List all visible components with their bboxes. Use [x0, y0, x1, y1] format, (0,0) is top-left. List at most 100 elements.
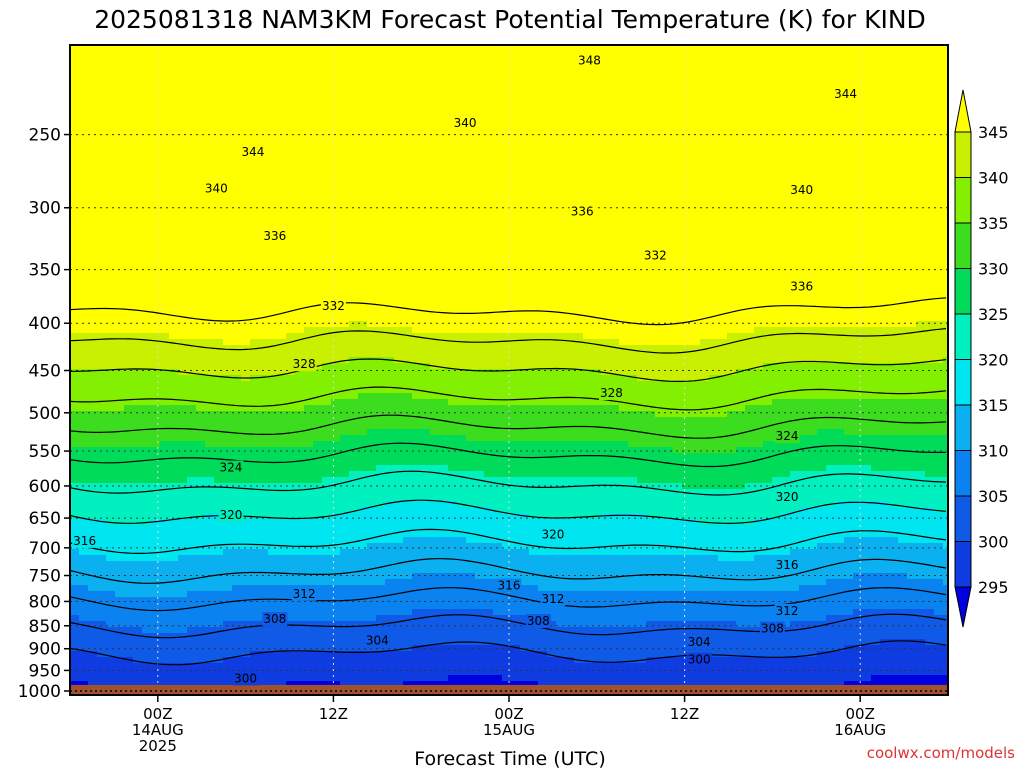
heatmap-cell — [232, 183, 242, 190]
heatmap-cell — [412, 633, 422, 640]
heatmap-cell — [178, 105, 188, 112]
heatmap-cell — [304, 261, 314, 268]
heatmap-cell — [97, 507, 107, 514]
heatmap-cell — [286, 255, 296, 262]
heatmap-cell — [160, 75, 170, 82]
heatmap-cell — [79, 513, 89, 520]
heatmap-cell — [385, 537, 395, 544]
heatmap-cell — [340, 93, 350, 100]
heatmap-cell — [169, 447, 179, 454]
heatmap-cell — [358, 219, 368, 226]
heatmap-cell — [358, 447, 368, 454]
heatmap-cell — [475, 399, 485, 406]
heatmap-cell — [151, 525, 161, 532]
heatmap-cell — [439, 531, 449, 538]
heatmap-cell — [88, 309, 98, 316]
heatmap-cell — [178, 453, 188, 460]
heatmap-cell — [97, 123, 107, 130]
heatmap-cell — [241, 471, 251, 478]
heatmap-cell — [385, 363, 395, 370]
heatmap-cell — [124, 387, 134, 394]
heatmap-cell — [394, 123, 404, 130]
heatmap-cell — [277, 519, 287, 526]
heatmap-cell — [358, 291, 368, 298]
heatmap-cell — [295, 219, 305, 226]
heatmap-cell — [394, 369, 404, 376]
heatmap-cell — [88, 327, 98, 334]
heatmap-cell — [223, 657, 233, 664]
heatmap-cell — [358, 471, 368, 478]
heatmap-cell — [295, 567, 305, 574]
heatmap-cell — [421, 339, 431, 346]
heatmap-cell — [88, 135, 98, 142]
heatmap-cell — [385, 639, 395, 646]
heatmap-cell — [475, 411, 485, 418]
heatmap-cell — [385, 675, 395, 682]
heatmap-cell — [187, 663, 197, 670]
heatmap-cell — [475, 261, 485, 268]
heatmap-cell — [241, 435, 251, 442]
heatmap-cell — [133, 441, 143, 448]
heatmap-cell — [169, 123, 179, 130]
heatmap-cell — [70, 519, 80, 526]
heatmap-cell — [169, 309, 179, 316]
heatmap-cell — [394, 405, 404, 412]
heatmap-cell — [340, 663, 350, 670]
heatmap-cell — [349, 255, 359, 262]
heatmap-cell — [313, 507, 323, 514]
heatmap-cell — [304, 519, 314, 526]
heatmap-cell — [286, 525, 296, 532]
heatmap-cell — [124, 435, 134, 442]
heatmap-cell — [277, 339, 287, 346]
heatmap-cell — [160, 291, 170, 298]
heatmap-cell — [106, 627, 116, 634]
heatmap-cell — [115, 465, 125, 472]
heatmap-cell — [457, 309, 467, 316]
heatmap-cell — [313, 447, 323, 454]
heatmap-cell — [385, 477, 395, 484]
heatmap-cell — [421, 555, 431, 562]
heatmap-cell — [466, 579, 476, 586]
heatmap-cell — [448, 417, 458, 424]
heatmap-cell — [196, 483, 206, 490]
heatmap-cell — [439, 591, 449, 598]
heatmap-cell — [457, 99, 467, 106]
heatmap-cell — [421, 495, 431, 502]
heatmap-cell — [178, 495, 188, 502]
heatmap-cell — [376, 351, 386, 358]
heatmap-cell — [439, 513, 449, 520]
heatmap-cell — [133, 429, 143, 436]
heatmap-cell — [376, 525, 386, 532]
heatmap-cell — [286, 465, 296, 472]
heatmap-cell — [412, 435, 422, 442]
heatmap-cell — [304, 435, 314, 442]
heatmap-cell — [268, 159, 278, 166]
heatmap-cell — [457, 135, 467, 142]
heatmap-cell — [124, 153, 134, 160]
heatmap-cell — [367, 51, 377, 58]
heatmap-cell — [178, 267, 188, 274]
heatmap-cell — [286, 75, 296, 82]
heatmap-cell — [430, 345, 440, 352]
heatmap-cell — [277, 69, 287, 76]
heatmap-cell — [394, 567, 404, 574]
heatmap-cell — [160, 141, 170, 148]
heatmap-cell — [322, 591, 332, 598]
heatmap-cell — [205, 213, 215, 220]
heatmap-cell — [403, 63, 413, 70]
heatmap-cell — [160, 561, 170, 568]
heatmap-cell — [160, 423, 170, 430]
heatmap-cell — [385, 261, 395, 268]
heatmap-cell — [259, 315, 269, 322]
heatmap-cell — [412, 357, 422, 364]
heatmap-cell — [295, 471, 305, 478]
heatmap-cell — [376, 507, 386, 514]
heatmap-cell — [304, 537, 314, 544]
heatmap-cell — [259, 327, 269, 334]
heatmap-cell — [115, 543, 125, 550]
heatmap-cell — [169, 627, 179, 634]
heatmap-cell — [295, 549, 305, 556]
heatmap-cell — [250, 351, 260, 358]
heatmap-cell — [70, 681, 80, 688]
heatmap-cell — [97, 525, 107, 532]
